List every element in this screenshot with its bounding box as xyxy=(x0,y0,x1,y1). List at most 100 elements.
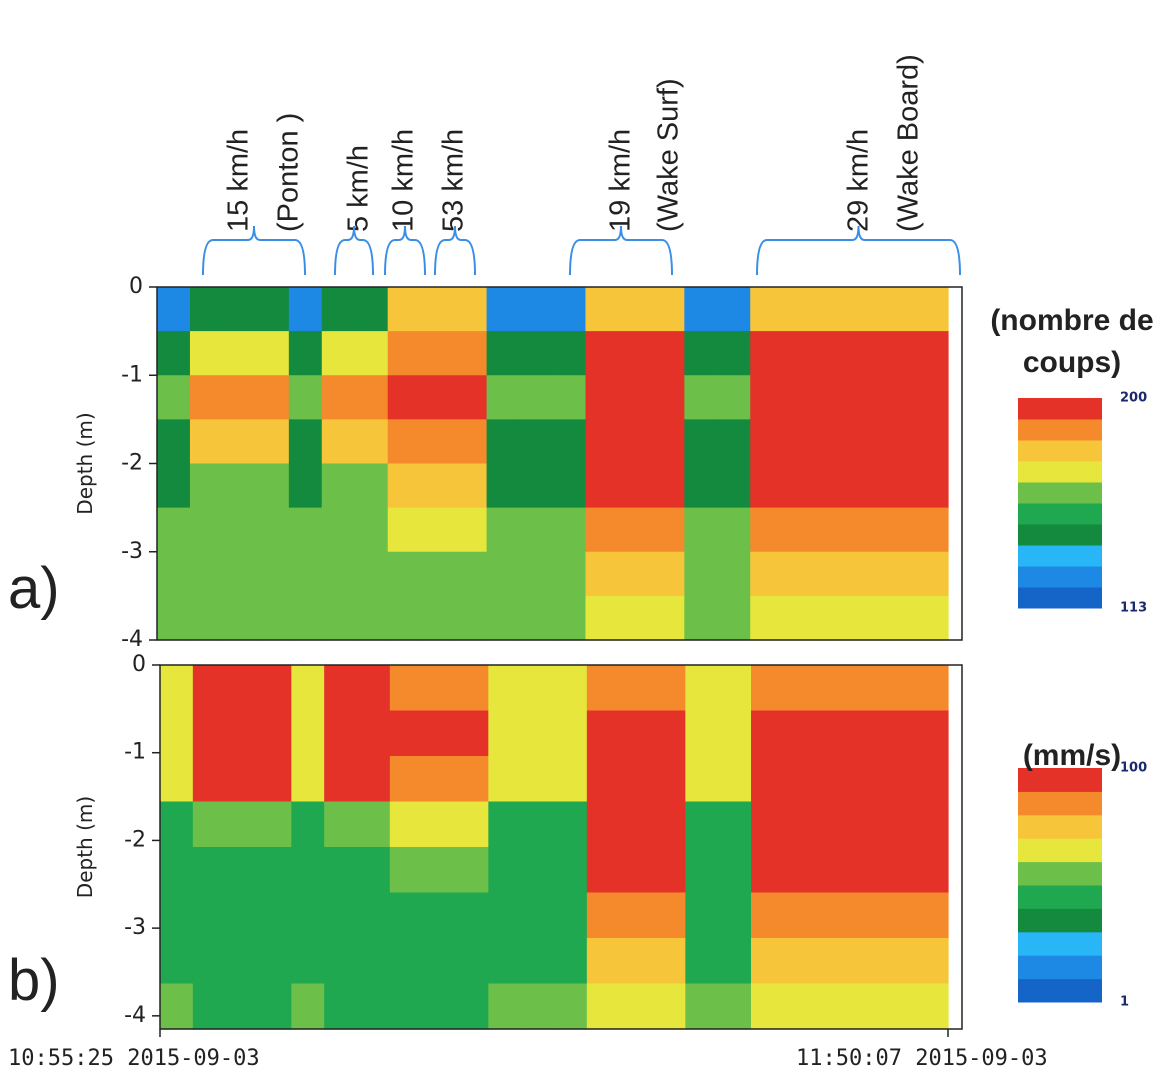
y-tick-label: 0 xyxy=(129,274,143,299)
heat-cell xyxy=(192,710,227,757)
heat-cell xyxy=(882,463,916,509)
heat-cell xyxy=(420,375,455,420)
heat-cell xyxy=(160,756,194,803)
heat-cell xyxy=(189,551,224,597)
colorbar-band xyxy=(1018,838,1102,863)
heat-cell xyxy=(189,507,224,553)
heat-cell xyxy=(291,938,325,985)
heat-cell xyxy=(321,375,356,420)
heat-cell xyxy=(585,419,620,465)
heat-cell xyxy=(486,551,521,597)
heat-cell xyxy=(882,938,916,985)
heat-cell xyxy=(619,710,654,757)
heat-cell xyxy=(192,983,227,1030)
x-tick-label: 10:55:25 2015-09-03 xyxy=(8,1046,260,1071)
heat-cell xyxy=(585,595,620,641)
heat-cell xyxy=(519,375,554,420)
heat-cell xyxy=(291,801,325,848)
heat-cell xyxy=(915,507,949,553)
y-axis-label: Depth (m) xyxy=(73,412,97,514)
heat-cell xyxy=(222,375,257,420)
heat-cell xyxy=(225,665,260,712)
heat-cell xyxy=(882,419,916,465)
heat-cell xyxy=(651,375,685,420)
heat-cell xyxy=(783,938,818,985)
heat-cell xyxy=(157,463,191,509)
heat-cell xyxy=(849,892,883,939)
heat-cell xyxy=(157,507,191,553)
heat-cell xyxy=(521,756,555,803)
heat-cell xyxy=(849,375,883,420)
heat-cell xyxy=(255,375,290,420)
heat-cell xyxy=(488,710,522,757)
heat-cell xyxy=(157,331,191,376)
heat-cell xyxy=(685,756,719,803)
heat-cell xyxy=(488,847,522,894)
speed-annotation: 29 km/h xyxy=(843,129,875,232)
y-tick-label: -1 xyxy=(121,362,143,387)
heat-cell xyxy=(618,419,652,465)
heat-cell xyxy=(816,463,850,509)
heat-cell xyxy=(685,938,719,985)
heat-cell xyxy=(321,595,356,641)
heat-cell xyxy=(387,507,422,553)
heat-cell xyxy=(258,665,292,712)
heat-cell xyxy=(816,507,850,553)
heat-cell xyxy=(816,847,851,894)
heat-cell xyxy=(258,801,292,848)
heat-cell xyxy=(816,419,850,465)
heat-cell xyxy=(354,551,389,597)
heat-cell xyxy=(750,595,784,641)
heat-cell xyxy=(521,847,555,894)
heat-cell xyxy=(354,287,389,332)
heat-cell xyxy=(882,595,916,641)
heat-cell xyxy=(849,938,883,985)
heat-cell xyxy=(816,801,851,848)
heat-cell xyxy=(389,983,424,1030)
colorbar-band xyxy=(1018,908,1102,933)
colorbar-title: (nombre de xyxy=(990,304,1153,337)
heat-cell xyxy=(618,331,652,376)
heat-cell xyxy=(552,331,587,376)
heat-cell xyxy=(618,507,652,553)
heat-cell xyxy=(882,507,916,553)
heat-cell xyxy=(552,419,587,465)
heat-cell xyxy=(554,938,588,985)
y-tick-label: -3 xyxy=(124,915,146,940)
heat-cell xyxy=(422,847,457,894)
heat-cell xyxy=(717,375,751,420)
heat-cell xyxy=(915,331,949,376)
heat-cell xyxy=(455,801,489,848)
heat-cell xyxy=(387,595,422,641)
heat-cell xyxy=(585,287,620,332)
heat-cell xyxy=(157,419,191,465)
heat-cell xyxy=(684,331,718,376)
heat-cell xyxy=(321,551,356,597)
heat-cell xyxy=(488,892,522,939)
colorbar-band xyxy=(1018,482,1102,504)
heat-cell xyxy=(222,551,257,597)
heat-cell xyxy=(288,507,323,553)
heat-cell xyxy=(291,983,325,1030)
heat-cell xyxy=(554,756,588,803)
heat-cell xyxy=(849,983,883,1030)
heat-cell xyxy=(420,595,455,641)
heat-cell xyxy=(455,665,489,712)
speed-annotation: (Wake Surf) xyxy=(653,78,685,232)
brace xyxy=(384,225,426,276)
heat-cell xyxy=(387,287,422,332)
speed-annotation: 53 km/h xyxy=(438,129,470,232)
colorbar-band xyxy=(1018,398,1102,420)
heat-cell xyxy=(354,419,389,465)
heat-cell xyxy=(718,892,752,939)
brace xyxy=(569,225,673,276)
heat-cell xyxy=(222,419,257,465)
heat-cell xyxy=(586,892,621,939)
heat-cell xyxy=(554,892,588,939)
heat-cell xyxy=(783,551,817,597)
heat-cell xyxy=(849,287,883,332)
heat-cell xyxy=(324,847,358,894)
heat-cell xyxy=(422,892,457,939)
heat-cell xyxy=(652,665,686,712)
